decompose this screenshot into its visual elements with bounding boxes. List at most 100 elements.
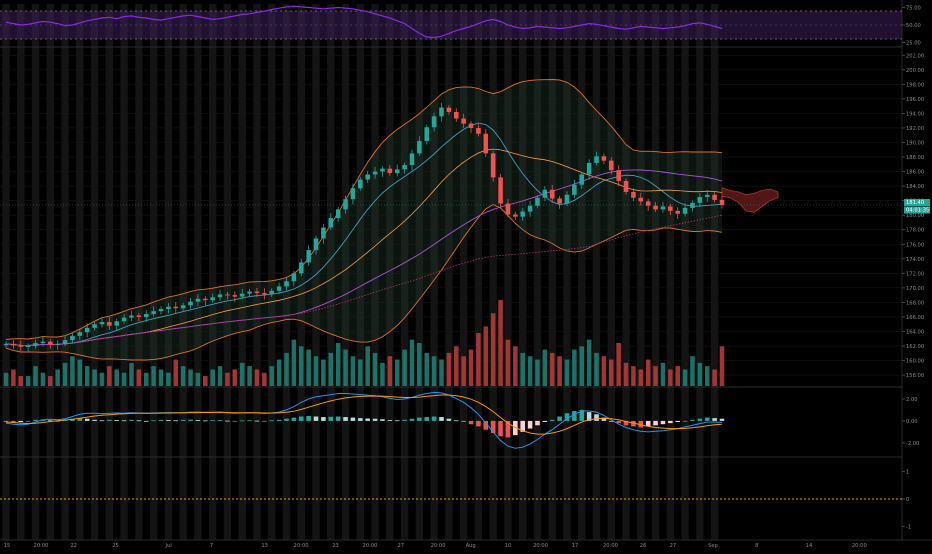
volume-bar[interactable] — [321, 359, 326, 386]
volume-bar[interactable] — [180, 366, 186, 386]
macd-histogram-bar[interactable] — [594, 414, 599, 421]
volume-bar[interactable] — [365, 346, 370, 386]
macd-histogram-bar[interactable] — [195, 420, 201, 421]
candle-body[interactable] — [77, 332, 83, 336]
candle-body[interactable] — [535, 197, 540, 206]
macd-histogram-bar[interactable] — [468, 420, 474, 425]
candle-body[interactable] — [143, 314, 149, 317]
volume-bar[interactable] — [675, 366, 680, 386]
rsi-line[interactable] — [5, 5, 723, 39]
macd-histogram-bar[interactable] — [542, 420, 548, 422]
macd-histogram-bar[interactable] — [461, 420, 466, 422]
volume-bar[interactable] — [3, 372, 9, 386]
macd-histogram-bar[interactable] — [712, 418, 717, 421]
volume-bar[interactable] — [343, 349, 348, 386]
candle-body[interactable] — [431, 116, 437, 128]
volume-bar[interactable] — [535, 359, 540, 386]
candle-body[interactable] — [62, 340, 68, 344]
candle-body[interactable] — [557, 198, 562, 204]
macd-histogram-bar[interactable] — [92, 419, 97, 421]
candle-body[interactable] — [490, 153, 496, 178]
macd-histogram-bar[interactable] — [232, 420, 238, 422]
macd-histogram-bar[interactable] — [601, 417, 607, 421]
volume-bar[interactable] — [372, 352, 378, 386]
volume-bar[interactable] — [328, 352, 334, 386]
macd-histogram-bar[interactable] — [99, 420, 105, 422]
candle-body[interactable] — [11, 343, 16, 346]
macd-histogram-bar[interactable] — [586, 412, 592, 421]
volume-bar[interactable] — [645, 359, 651, 386]
volume-bar[interactable] — [402, 349, 407, 386]
candle-body[interactable] — [704, 194, 710, 198]
volume-bar[interactable] — [107, 366, 112, 386]
volume-bar[interactable] — [601, 356, 607, 386]
candle-body[interactable] — [682, 207, 688, 214]
candle-body[interactable] — [262, 292, 267, 295]
macd-signal-line[interactable] — [5, 394, 723, 435]
macd-histogram-bar[interactable] — [158, 419, 164, 421]
macd-histogram-bar[interactable] — [335, 416, 341, 421]
volume-bar[interactable] — [298, 346, 304, 386]
volume-bar[interactable] — [114, 369, 120, 386]
volume-bar[interactable] — [542, 349, 548, 386]
volume-bar[interactable] — [682, 369, 688, 386]
volume-bar[interactable] — [446, 352, 452, 386]
volume-bar[interactable] — [387, 356, 393, 386]
volume-bar[interactable] — [498, 300, 503, 386]
price-pane[interactable] — [0, 79, 902, 361]
volume-bar[interactable] — [704, 366, 710, 386]
volume-bar[interactable] — [306, 349, 311, 386]
candle-body[interactable] — [365, 174, 370, 180]
volume-bar[interactable] — [225, 372, 230, 386]
macd-histogram-bar[interactable] — [3, 420, 9, 422]
macd-histogram-bar[interactable] — [719, 418, 725, 421]
volume-bar[interactable] — [431, 356, 437, 386]
candle-body[interactable] — [298, 262, 304, 274]
candle-body[interactable] — [513, 214, 518, 217]
macd-histogram-bar[interactable] — [520, 420, 525, 432]
macd-histogram-bar[interactable] — [660, 420, 666, 425]
candle-body[interactable] — [92, 324, 97, 328]
candle-body[interactable] — [33, 343, 38, 347]
macd-histogram-bar[interactable] — [483, 420, 489, 430]
macd-histogram-bar[interactable] — [136, 420, 142, 422]
volume-bar[interactable] — [439, 359, 444, 386]
volume-bar[interactable] — [247, 366, 252, 386]
volume-bar[interactable] — [254, 369, 260, 386]
macd-histogram-bar[interactable] — [572, 411, 577, 421]
volume-bar[interactable] — [269, 366, 275, 386]
macd-histogram-bar[interactable] — [84, 418, 90, 421]
macd-histogram-bar[interactable] — [372, 418, 378, 421]
macd-histogram-bar[interactable] — [557, 416, 562, 421]
macd-histogram-bar[interactable] — [682, 420, 688, 422]
candle-body[interactable] — [276, 286, 282, 291]
candle-body[interactable] — [697, 197, 703, 203]
candle-body[interactable] — [483, 133, 489, 154]
macd-histogram-bar[interactable] — [217, 420, 223, 421]
candle-body[interactable] — [48, 341, 53, 345]
volume-bar[interactable] — [520, 352, 525, 386]
candle-body[interactable] — [690, 202, 695, 208]
macd-histogram-bar[interactable] — [180, 419, 186, 421]
candle-body[interactable] — [321, 227, 326, 239]
macd-histogram-bar[interactable] — [631, 420, 636, 427]
candle-body[interactable] — [394, 169, 400, 174]
macd-histogram-bar[interactable] — [616, 420, 621, 424]
candle-body[interactable] — [335, 209, 341, 219]
volume-bar[interactable] — [48, 376, 53, 386]
volume-bar[interactable] — [203, 376, 208, 386]
volume-bar[interactable] — [313, 356, 319, 386]
volume-bar[interactable] — [232, 369, 238, 386]
volume-bar[interactable] — [719, 346, 725, 386]
candle-body[interactable] — [3, 343, 9, 346]
macd-histogram-bar[interactable] — [321, 417, 326, 421]
candle-body[interactable] — [136, 315, 142, 317]
volume-bar[interactable] — [712, 369, 717, 386]
volume-bar[interactable] — [616, 343, 621, 386]
candle-body[interactable] — [239, 293, 245, 297]
candle-body[interactable] — [350, 188, 356, 200]
macd-histogram-bar[interactable] — [313, 416, 319, 421]
volume-bar[interactable] — [564, 359, 570, 386]
volume-bar[interactable] — [335, 343, 341, 386]
candle-body[interactable] — [254, 291, 260, 293]
